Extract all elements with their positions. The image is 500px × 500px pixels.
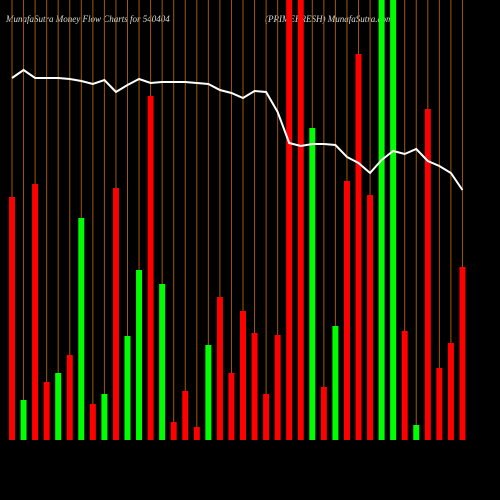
bar xyxy=(413,425,420,440)
bar xyxy=(297,0,304,440)
bar xyxy=(355,54,362,440)
bar xyxy=(159,284,166,440)
bar xyxy=(401,331,408,440)
bar xyxy=(20,400,27,440)
bar xyxy=(78,218,85,440)
bar xyxy=(66,355,73,440)
bar xyxy=(459,267,466,440)
bar xyxy=(367,195,374,440)
bar xyxy=(205,345,212,440)
bar xyxy=(332,326,339,440)
bar xyxy=(228,373,235,440)
bar xyxy=(32,184,39,440)
bar xyxy=(424,109,431,440)
bar xyxy=(193,427,200,440)
chart-subtitle: (PRIMEFRESH) MunafaSutra.com xyxy=(265,14,393,24)
bar xyxy=(447,343,454,440)
bar xyxy=(101,394,108,440)
bar xyxy=(263,394,270,440)
bar xyxy=(112,188,119,440)
chart-title: MunafaSutra Money Flow Charts for 540404 xyxy=(5,14,170,24)
bar xyxy=(274,335,281,440)
bar xyxy=(9,197,15,440)
bar xyxy=(320,387,327,440)
bar xyxy=(136,270,143,440)
bar xyxy=(309,128,316,440)
bar xyxy=(343,181,350,440)
bar xyxy=(436,368,443,440)
bar xyxy=(43,382,50,440)
bar xyxy=(216,297,223,440)
bar xyxy=(89,404,96,440)
bar xyxy=(182,391,189,440)
bar xyxy=(378,0,385,440)
bar xyxy=(55,373,62,440)
bar xyxy=(240,311,246,440)
bar xyxy=(147,96,154,440)
bar xyxy=(170,422,177,440)
bar xyxy=(390,0,397,440)
bar xyxy=(286,0,293,440)
money-flow-line xyxy=(11,68,464,191)
bar xyxy=(251,333,258,440)
plot xyxy=(9,0,466,440)
bar xyxy=(124,336,131,440)
